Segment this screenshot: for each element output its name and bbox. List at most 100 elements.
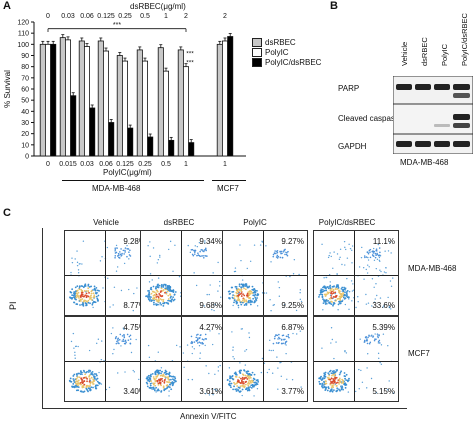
bottom-tick-label: 0.5 xyxy=(161,161,171,168)
top-tick-label: 1 xyxy=(164,13,168,20)
panel-a-letter: A xyxy=(3,0,11,12)
lower-right-percent: 8.77% xyxy=(123,301,146,310)
y-tick-label: 70 xyxy=(21,75,29,82)
upper-right-percent: 9.27% xyxy=(281,237,304,246)
lane-label-vehicle: Vehicle xyxy=(400,41,409,66)
bar-polyic-dsrbec xyxy=(127,127,134,157)
quadrant-divider-vertical xyxy=(263,231,264,315)
band-label-cleaved-caspase: Cleaved caspase-3 xyxy=(338,114,407,123)
facs-x-label: Annexin V/FITC xyxy=(180,412,237,421)
y-tick-label: 20 xyxy=(21,131,29,138)
legend-label-polyic-dsrbec: PolyIC/dsRBEC xyxy=(265,57,322,67)
legend-item-polyic: PolyIC xyxy=(252,47,321,57)
y-tick-label: 110 xyxy=(18,31,29,38)
bottom-tick-label: 0.125 xyxy=(116,161,134,168)
bottom-tick-label: 0.25 xyxy=(138,161,152,168)
facs-plot: 9.28% 8.77% xyxy=(64,230,150,316)
bar-polyic xyxy=(141,60,148,157)
bottom-axis-label: PolyIC(μg/ml) xyxy=(103,168,152,177)
bar-polyic-dsrbec xyxy=(89,107,96,157)
bar-dsrbec xyxy=(157,47,164,157)
top-tick-label: 0.03 xyxy=(61,13,75,20)
y-tick-label: 10 xyxy=(21,142,29,149)
bar-polyic xyxy=(162,70,169,157)
legend-item-polyic-dsrbec: PolyIC/dsRBEC xyxy=(252,57,321,67)
y-tick-label: 80 xyxy=(21,64,29,71)
quadrant-divider-vertical xyxy=(181,231,182,315)
quadrant-divider-horizontal xyxy=(223,275,307,276)
panel-c-letter: C xyxy=(3,207,11,219)
bar-polyic-dsrbec xyxy=(50,43,57,157)
bar-polyic xyxy=(221,40,228,157)
facs-plot: 4.27% 3.61% xyxy=(140,316,226,402)
y-tick-label: 90 xyxy=(21,53,29,60)
quadrant-divider-vertical xyxy=(181,317,182,401)
quadrant-divider-vertical xyxy=(354,317,355,401)
bar-polyic-dsrbec xyxy=(108,122,115,157)
upper-right-percent: 6.87% xyxy=(281,323,304,332)
bar-polyic xyxy=(103,50,110,157)
facs-plot: 11.1% 33.6% xyxy=(313,230,399,316)
facs-x-axis xyxy=(42,408,407,409)
bar-polyic-dsrbec xyxy=(227,36,234,157)
quadrant-divider-horizontal xyxy=(314,275,398,276)
bottom-tick-label: 0.015 xyxy=(59,161,77,168)
quadrant-divider-vertical xyxy=(105,317,106,401)
bar-dsrbec xyxy=(116,55,123,157)
facs-col-polyic: PolyIC xyxy=(243,218,267,227)
facs-col-polyic-dsrbec: PolyIC/dsRBEC xyxy=(318,218,376,227)
top-tick-label: 0.125 xyxy=(97,13,115,20)
y-tick-label: 100 xyxy=(17,42,29,49)
sig-stars-b: *** xyxy=(186,59,194,66)
quadrant-divider-horizontal xyxy=(314,361,398,362)
lower-right-percent: 3.40% xyxy=(123,387,146,396)
bar-dsrbec xyxy=(177,49,184,157)
lower-right-percent: 3.61% xyxy=(199,387,222,396)
facs-row-label-mcf7: MCF7 xyxy=(408,349,430,358)
bar-polyic xyxy=(122,60,129,157)
cell-line-mda-label: MDA-MB-468 xyxy=(92,184,141,193)
facs-scatter xyxy=(227,240,303,312)
western-lane-headers: Vehicle dsRBEC PolyIC PolyIC/dsRBEC xyxy=(392,0,474,72)
lower-right-percent: 33.6% xyxy=(372,301,395,310)
y-tick-label: 0 xyxy=(25,154,29,161)
facs-plot: 9.34% 9.68% xyxy=(140,230,226,316)
bar-dsrbec xyxy=(59,37,66,157)
top-tick-label: 0.5 xyxy=(140,13,150,20)
facs-scatter xyxy=(145,240,222,312)
lower-right-percent: 9.25% xyxy=(281,301,304,310)
bottom-tick-label: 1 xyxy=(184,161,188,168)
facs-plot: 6.87% 3.77% xyxy=(222,316,308,402)
facs-scatter xyxy=(318,240,394,311)
panel-b-letter: B xyxy=(330,0,338,12)
bar-dsrbec xyxy=(39,43,46,157)
mcf7-bracket-line xyxy=(212,180,246,181)
facs-col-vehicle: Vehicle xyxy=(93,218,119,227)
lane-label-dsrbec: dsRBEC xyxy=(420,37,429,66)
quadrant-divider-horizontal xyxy=(223,361,307,362)
y-tick-label: 40 xyxy=(21,109,29,116)
upper-right-percent: 4.75% xyxy=(123,323,146,332)
parp-blot xyxy=(393,76,473,104)
quadrant-divider-vertical xyxy=(354,231,355,315)
quadrant-divider-horizontal xyxy=(65,275,149,276)
lane-label-polyic: PolyIC xyxy=(440,43,449,66)
sig-stars-main: *** xyxy=(113,22,121,29)
bar-polyic xyxy=(84,46,91,157)
bar-dsrbec xyxy=(216,43,223,157)
sig-stars-a: *** xyxy=(186,51,194,58)
lane-label-polyic-dsrbec: PolyIC/dsRBEC xyxy=(460,13,469,66)
bottom-tick-label: 0 xyxy=(46,161,50,168)
lower-right-percent: 3.77% xyxy=(281,387,304,396)
quadrant-divider-vertical xyxy=(263,317,264,401)
facs-scatter xyxy=(145,330,221,397)
legend-item-dsrbec: dsRBEC xyxy=(252,37,321,47)
gapdh-blot xyxy=(393,134,473,154)
top-tick-label: 0.06 xyxy=(80,13,94,20)
upper-right-percent: 9.34% xyxy=(199,237,222,246)
bar-dsrbec xyxy=(136,49,143,157)
quadrant-divider-horizontal xyxy=(141,275,225,276)
quadrant-divider-horizontal xyxy=(65,361,149,362)
